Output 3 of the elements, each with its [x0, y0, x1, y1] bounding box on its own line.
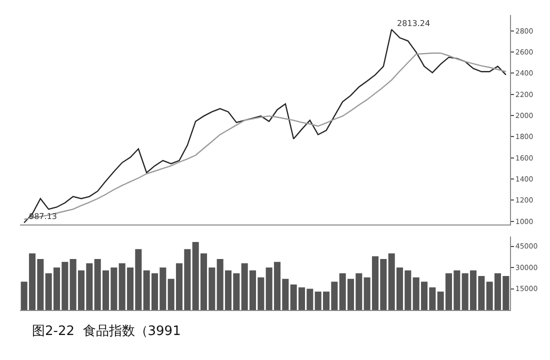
- caption: 图2-22 食品指数（3991: [32, 324, 181, 339]
- annotation: 2813.24: [397, 19, 430, 28]
- annotation: 987.13: [29, 212, 57, 221]
